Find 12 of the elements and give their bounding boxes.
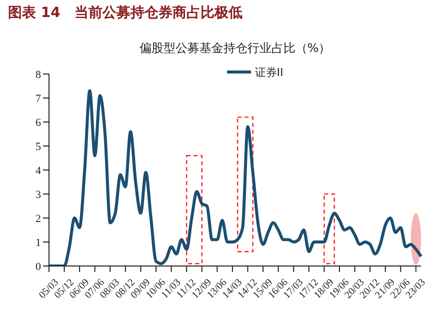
y-tick-label: 7 [36,92,42,105]
y-tick-label: 4 [36,164,42,177]
y-tick-label: 3 [36,188,42,201]
chart-title: 图表 14 当前公募持仓券商占比极低 [8,4,242,22]
y-tick-label: 0 [36,260,42,273]
y-tick-label: 1 [36,236,41,249]
y-tick-label: 6 [36,116,42,129]
y-tick-label: 5 [36,140,42,153]
y-tick-label: 8 [36,68,42,81]
legend-label: 证券II [254,66,284,79]
y-tick-label: 2 [36,212,41,225]
chart-subtitle: 偏股型公募基金持仓行业占比（%） [138,40,332,57]
